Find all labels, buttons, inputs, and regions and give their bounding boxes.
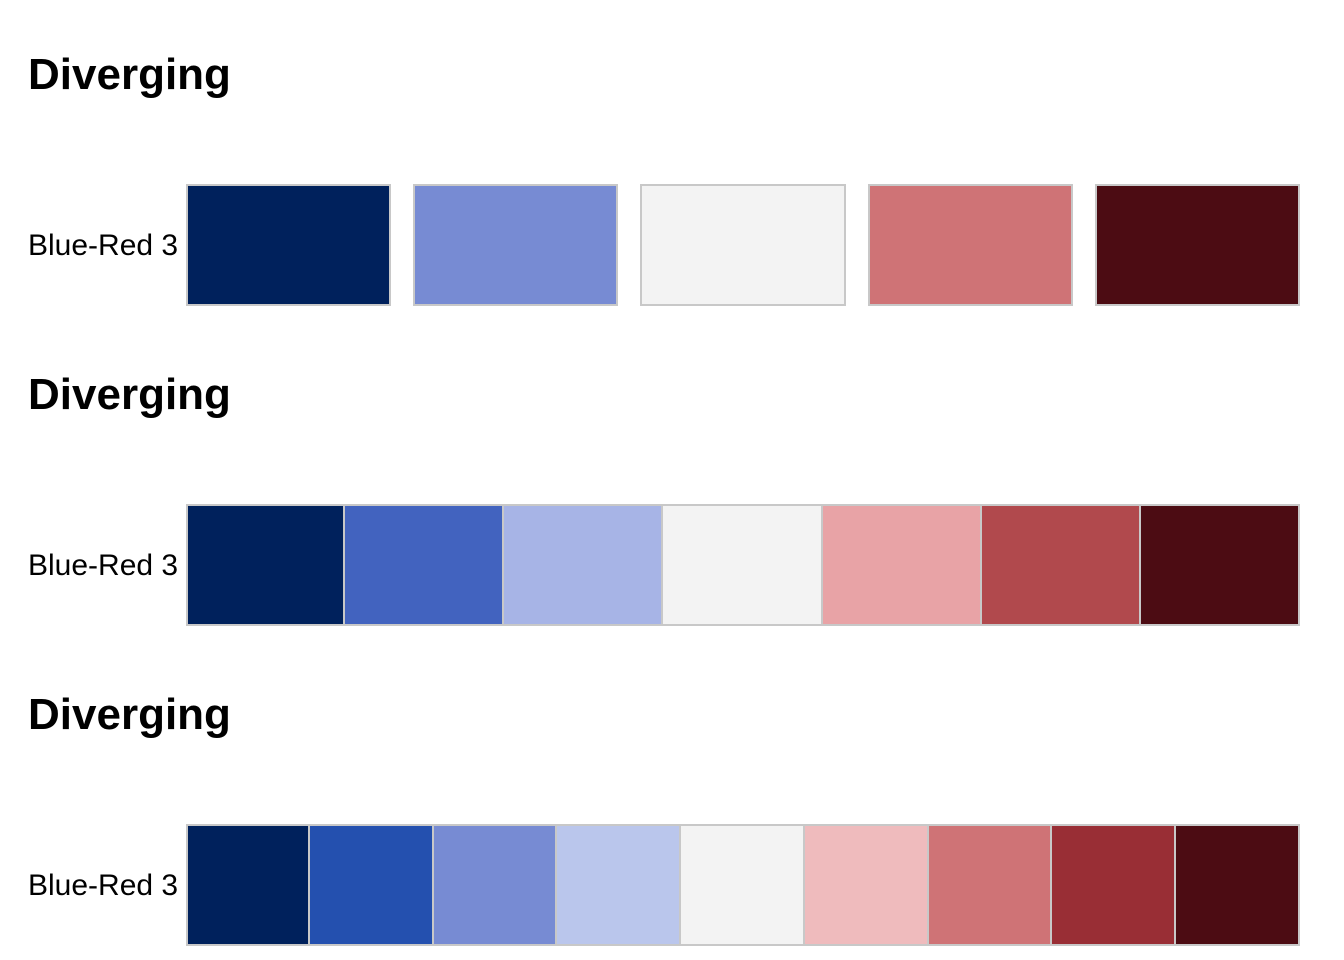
color-swatch-3-9 [1174,824,1300,946]
color-swatch-3-7 [926,824,1053,946]
color-swatch-3-6 [802,824,929,946]
color-swatch-2-7 [1138,504,1300,626]
color-swatch-3-8 [1050,824,1177,946]
color-swatch-2-6 [979,504,1141,626]
color-swatch-1-1 [186,184,392,306]
color-swatch-1-5 [1094,184,1300,306]
color-swatch-1-2 [413,184,619,306]
color-swatch-2-3 [502,504,664,626]
palette-swatches-1 [186,184,1300,306]
palette-label-2: Blue-Red 3 [28,551,179,581]
color-swatch-3-2 [307,824,434,946]
color-swatch-2-2 [343,504,505,626]
palette-swatches-3 [186,824,1300,946]
color-swatch-3-4 [555,824,682,946]
color-swatch-3-5 [679,824,805,946]
color-swatch-2-5 [820,504,982,626]
panel-title-2: Diverging [28,370,231,419]
palette-label-3: Blue-Red 3 [28,871,179,901]
panel-title-1: Diverging [28,50,231,99]
color-swatch-2-1 [186,504,346,626]
color-swatch-3-3 [431,824,558,946]
palette-label-1: Blue-Red 3 [28,231,179,261]
color-swatch-2-4 [661,504,823,626]
color-swatch-3-1 [186,824,310,946]
palette-swatches-2 [186,504,1300,626]
color-swatch-1-3 [640,184,846,306]
color-swatch-1-4 [867,184,1073,306]
panel-title-3: Diverging [28,690,231,739]
